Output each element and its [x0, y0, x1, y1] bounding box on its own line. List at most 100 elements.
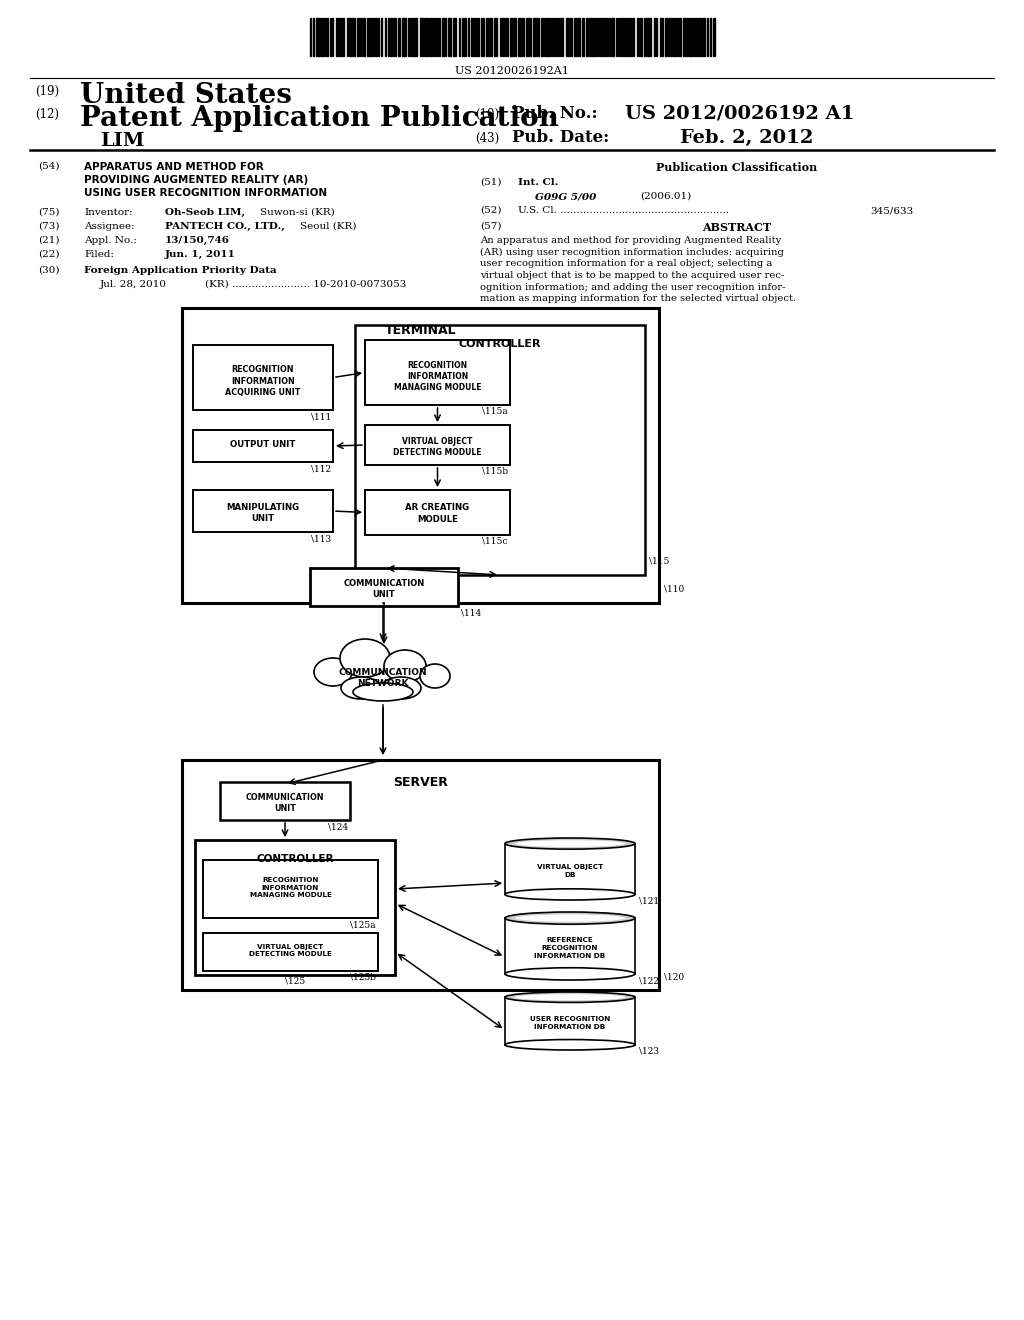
Bar	[632, 18, 634, 55]
Bar	[420, 18, 423, 55]
Bar	[464, 18, 466, 55]
Text: \123: \123	[639, 1045, 659, 1055]
Text: MANIPULATING
UNIT: MANIPULATING UNIT	[226, 503, 300, 523]
Bar	[561, 18, 563, 55]
Bar	[601, 18, 603, 55]
Text: Publication Classification: Publication Classification	[656, 162, 817, 173]
Bar	[342, 18, 344, 55]
Bar	[375, 18, 377, 55]
Text: (21): (21)	[38, 236, 59, 246]
Bar	[626, 18, 628, 55]
Text: U.S. Cl. ....................................................: U.S. Cl. ...............................…	[518, 206, 729, 215]
Bar	[505, 919, 635, 974]
Text: USER RECOGNITION
INFORMATION DB: USER RECOGNITION INFORMATION DB	[529, 1016, 610, 1030]
Text: (22): (22)	[38, 249, 59, 259]
Bar	[326, 18, 328, 55]
Text: \122: \122	[639, 975, 659, 985]
Bar	[695, 18, 697, 55]
Ellipse shape	[341, 677, 381, 700]
Bar	[689, 18, 692, 55]
Text: \115: \115	[649, 557, 670, 566]
Text: 13/150,746: 13/150,746	[165, 236, 230, 246]
Text: COMMUNICATION
UNIT: COMMUNICATION UNIT	[246, 793, 325, 813]
Text: Pub. No.:: Pub. No.:	[512, 106, 598, 121]
Bar	[590, 18, 593, 55]
Text: (2006.01): (2006.01)	[640, 191, 691, 201]
Bar	[390, 18, 392, 55]
Bar	[430, 18, 432, 55]
Bar	[665, 18, 667, 55]
Bar	[365, 341, 510, 405]
Text: 345/633: 345/633	[870, 206, 913, 215]
Bar	[338, 18, 341, 55]
Bar	[514, 18, 516, 55]
Bar	[679, 18, 681, 55]
Text: (10): (10)	[475, 108, 499, 121]
Bar	[453, 18, 456, 55]
Bar	[193, 430, 333, 462]
Text: (57): (57)	[480, 222, 502, 231]
Text: (52): (52)	[480, 206, 502, 215]
Bar	[365, 490, 510, 535]
Bar	[402, 18, 406, 55]
Bar	[203, 933, 378, 972]
Bar	[640, 18, 642, 55]
Bar	[355, 325, 645, 576]
Bar	[644, 18, 646, 55]
Bar	[660, 18, 663, 55]
Bar	[349, 18, 352, 55]
Bar	[182, 760, 659, 990]
Text: COMMUNICATION
NETWORK: COMMUNICATION NETWORK	[339, 668, 427, 688]
Ellipse shape	[420, 664, 450, 688]
Bar	[713, 18, 715, 55]
Bar	[220, 781, 350, 820]
Text: PANTECH CO., LTD.,: PANTECH CO., LTD.,	[165, 222, 285, 231]
Ellipse shape	[384, 649, 426, 682]
Text: (30): (30)	[38, 267, 59, 275]
Bar	[546, 18, 549, 55]
Ellipse shape	[505, 888, 635, 900]
Ellipse shape	[340, 639, 390, 677]
Text: LIM: LIM	[100, 132, 144, 150]
Text: Appl. No.:: Appl. No.:	[84, 236, 137, 246]
Bar	[574, 18, 577, 55]
Text: AR CREATING
MODULE: AR CREATING MODULE	[406, 503, 470, 524]
Text: (73): (73)	[38, 222, 59, 231]
Text: (54): (54)	[38, 162, 59, 172]
Bar	[670, 18, 672, 55]
Bar	[611, 18, 614, 55]
Ellipse shape	[515, 994, 626, 1001]
Bar	[534, 18, 536, 55]
Text: Filed:: Filed:	[84, 249, 114, 259]
Text: (19): (19)	[35, 84, 59, 98]
Bar	[490, 18, 492, 55]
Text: RECOGNITION
INFORMATION
MANAGING MODULE: RECOGNITION INFORMATION MANAGING MODULE	[394, 360, 481, 392]
Bar	[413, 18, 417, 55]
Text: Assignee:: Assignee:	[84, 222, 134, 231]
Text: VIRTUAL OBJECT
DETECTING MODULE: VIRTUAL OBJECT DETECTING MODULE	[249, 944, 332, 957]
Bar	[604, 18, 606, 55]
Text: COMMUNICATION
UNIT: COMMUNICATION UNIT	[343, 579, 425, 599]
Text: Pub. Date:: Pub. Date:	[512, 129, 609, 147]
Text: G09G 5/00: G09G 5/00	[535, 191, 596, 201]
Bar	[424, 18, 427, 55]
Ellipse shape	[505, 1040, 635, 1049]
Text: US 2012/0026192 A1: US 2012/0026192 A1	[625, 106, 854, 123]
Bar	[629, 18, 631, 55]
Bar	[505, 997, 635, 1045]
Bar	[683, 18, 685, 55]
Text: An apparatus and method for providing Augmented Reality
(AR) using user recognit: An apparatus and method for providing Au…	[480, 236, 796, 304]
Text: Suwon-si (KR): Suwon-si (KR)	[260, 209, 335, 216]
Bar	[398, 18, 400, 55]
Bar	[449, 18, 451, 55]
Text: (51): (51)	[480, 178, 502, 187]
Text: \115b: \115b	[482, 467, 508, 477]
Text: ABSTRACT: ABSTRACT	[702, 222, 771, 234]
Bar	[321, 18, 323, 55]
Bar	[578, 18, 580, 55]
Ellipse shape	[505, 912, 635, 924]
Text: Feb. 2, 2012: Feb. 2, 2012	[680, 129, 813, 147]
Bar	[637, 18, 639, 55]
Bar	[686, 18, 688, 55]
Text: RECOGNITION
INFORMATION
ACQUIRING UNIT: RECOGNITION INFORMATION ACQUIRING UNIT	[225, 366, 301, 397]
